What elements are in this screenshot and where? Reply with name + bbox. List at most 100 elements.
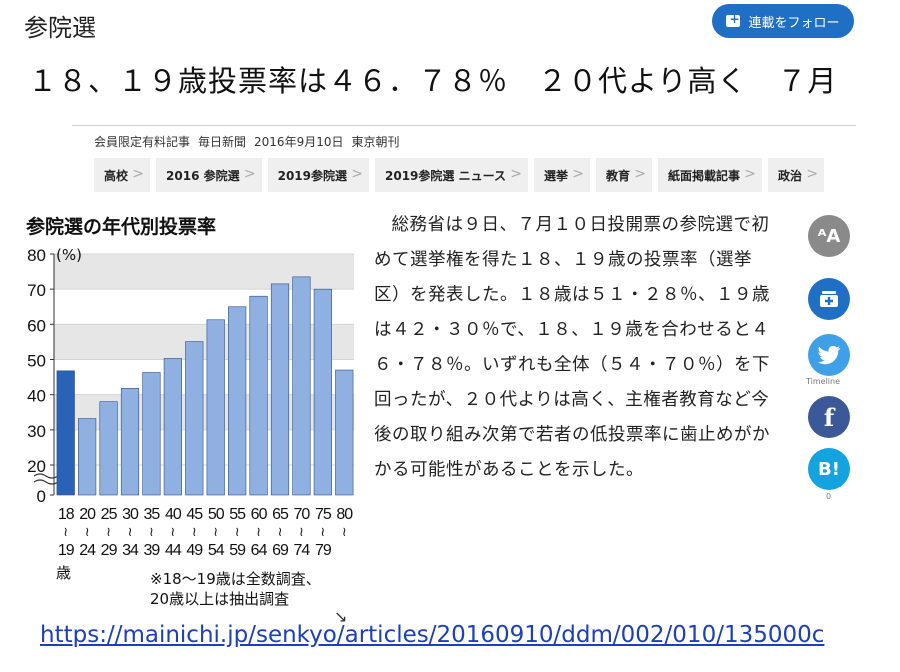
x-tick-start: 30	[122, 506, 139, 523]
source-name: 毎日新聞	[198, 135, 247, 149]
x-tick-end: 29	[101, 542, 118, 559]
x-tick-tilde: ≀	[149, 525, 154, 540]
x-tick-start: 45	[186, 506, 203, 523]
section-title[interactable]: 参院選	[24, 14, 96, 42]
article-body: 総務省は９日、７月１０日投開票の参院選で初めて選挙権を得た１８、１９歳の投票率（…	[374, 215, 770, 480]
y-tick-label: 50	[27, 352, 46, 371]
x-tick-end: 64	[251, 542, 268, 559]
chart-bar	[313, 288, 332, 496]
chart-note-line2: 20歳以上は抽出調査	[150, 590, 289, 608]
twitter-share-button[interactable]	[808, 334, 850, 376]
chart-bar	[335, 369, 354, 496]
x-tick-start: 18	[58, 506, 75, 523]
hatena-bookmark-button[interactable]: B!	[808, 448, 850, 490]
axis-break-mark	[33, 473, 59, 485]
x-tick-tilde: ≀	[299, 525, 304, 540]
x-tick-end: 49	[186, 542, 203, 559]
chart-bar	[142, 372, 161, 496]
add-clip-button[interactable]	[808, 278, 850, 320]
x-tick-end: 54	[208, 542, 225, 559]
x-tick-tilde: ≀	[170, 525, 175, 540]
tag-link[interactable]: 2019参院選 ニュース	[375, 158, 528, 192]
x-tick-start: 20	[79, 506, 96, 523]
x-tick-tilde: ≀	[63, 525, 68, 540]
chart-note-line1: ※18～19歳は全数調査、	[150, 570, 321, 588]
turnout-bar-chart[interactable]: 0 20 30 40 50 60 70 80 (%) 18 ≀ 19 20 ≀ 24 25 ≀ 29 30 ≀ 34 35…	[0, 236, 370, 622]
chart-bar	[270, 283, 290, 496]
age-suffix-label: 歳	[56, 564, 71, 582]
y-unit-label: (%)	[56, 246, 82, 264]
x-tick-end: 39	[144, 542, 161, 559]
article-headline: １８、１９歳投票率は４６．７８％ ２０代より高く ７月	[28, 64, 838, 98]
article-meta: 会員限定有料記事 毎日新聞 2016年9月10日 東京朝刊	[94, 133, 400, 150]
y-tick-label: 0	[37, 487, 46, 506]
x-tick-end: 74	[294, 542, 311, 559]
x-tick-tilde: ≀	[342, 525, 347, 540]
follow-series-label: 連載をフォロー	[748, 15, 840, 31]
x-tick-start: 70	[294, 506, 311, 523]
tag-link[interactable]: 紙面掲載記事	[658, 158, 763, 192]
tag-link[interactable]: 2016 参院選	[156, 158, 262, 192]
y-tick-label: 60	[27, 316, 46, 335]
x-tick-start: 55	[229, 506, 246, 523]
x-tick-tilde: ≀	[213, 525, 218, 540]
x-tick-end: 59	[229, 542, 246, 559]
x-tick-start: 35	[144, 506, 161, 523]
expand-arrow-icon: ↘	[334, 607, 347, 622]
x-tick-start: 25	[101, 506, 118, 523]
x-tick-start: 75	[315, 506, 332, 523]
y-tick-label: 70	[27, 281, 46, 300]
chart-title: 参院選の年代別投票率	[26, 216, 217, 238]
chart-bar	[249, 295, 268, 496]
source-url-link[interactable]: https://mainichi.jp/senkyo/articles/2016…	[40, 622, 825, 648]
font-size-button[interactable]: ᴬA	[808, 215, 850, 257]
chart-bar	[228, 306, 247, 496]
chart-bar	[99, 401, 118, 496]
tag-link[interactable]: 高校	[94, 158, 151, 192]
y-tick-label: 80	[27, 246, 46, 265]
x-tick-end: 79	[315, 542, 332, 559]
tag-list: 高校 2016 参院選 2019参院選 2019参院選 ニュース 選挙 教育 紙…	[94, 158, 825, 192]
tag-link[interactable]: 選挙	[533, 158, 590, 192]
chart-bar	[206, 319, 225, 496]
timeline-label: Timeline	[806, 377, 841, 386]
chart-bar	[185, 341, 204, 496]
tag-link[interactable]: 2019参院選	[267, 158, 369, 192]
chart-bar	[163, 358, 182, 496]
member-badge: 会員限定有料記事	[94, 135, 191, 149]
twitter-bird-icon	[818, 345, 841, 365]
y-tick-label: 30	[27, 422, 46, 441]
x-tick-end: 69	[272, 542, 289, 559]
chart-bar	[292, 276, 311, 496]
y-tick-label: 40	[27, 387, 46, 406]
follow-series-button[interactable]: 連載をフォロー	[712, 4, 854, 38]
x-tick-tilde: ≀	[320, 525, 325, 540]
chart-bar	[120, 388, 140, 496]
x-tick-tilde: ≀	[128, 525, 133, 540]
x-tick-start: 65	[272, 506, 289, 523]
x-tick-end: 24	[79, 542, 96, 559]
clip-icon	[820, 291, 838, 307]
chart-bar	[56, 370, 75, 496]
x-tick-end: 44	[165, 542, 182, 559]
x-tick-start: 50	[208, 506, 225, 523]
x-tick-tilde: ≀	[192, 525, 197, 540]
x-tick-tilde: ≀	[85, 525, 90, 540]
x-tick-tilde: ≀	[256, 525, 261, 540]
x-tick-tilde: ≀	[106, 525, 111, 540]
tag-link[interactable]: 教育	[596, 158, 653, 192]
y-tick-label: 20	[27, 457, 46, 476]
tag-link[interactable]: 政治	[768, 158, 825, 192]
x-tick-start: 80	[336, 506, 353, 523]
edition: 東京朝刊	[351, 135, 400, 149]
x-tick-start: 40	[165, 506, 182, 523]
add-bookmark-icon	[726, 12, 741, 27]
publish-date: 2016年9月10日	[254, 135, 344, 149]
x-tick-tilde: ≀	[278, 525, 283, 540]
x-tick-tilde: ≀	[235, 525, 240, 540]
chart-bar	[78, 418, 97, 496]
x-tick-end: 19	[58, 542, 75, 559]
facebook-share-button[interactable]: f	[808, 396, 850, 438]
x-tick-end: 34	[122, 542, 139, 559]
hatena-count: 0	[826, 492, 832, 501]
